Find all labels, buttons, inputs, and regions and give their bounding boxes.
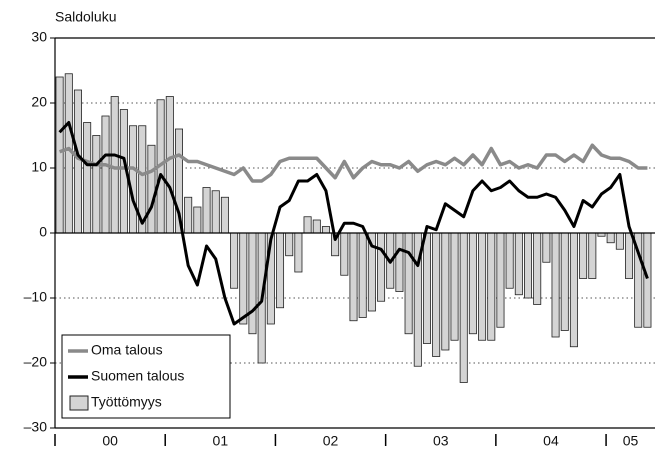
legend-swatch — [69, 395, 89, 411]
bar — [202, 187, 211, 234]
bar — [239, 232, 248, 325]
bar — [340, 232, 349, 276]
x-tick-label: 02 — [323, 433, 339, 449]
bar — [514, 232, 523, 296]
bar — [248, 232, 257, 335]
bar — [542, 232, 551, 263]
y-tick-label: 0 — [39, 224, 47, 240]
bar — [129, 125, 138, 234]
bar — [459, 232, 468, 383]
y-tick-label: 20 — [31, 94, 47, 110]
bar — [579, 232, 588, 279]
bar — [92, 135, 101, 234]
bar — [312, 219, 321, 234]
y-axis-label: Saldoluku — [55, 9, 117, 25]
x-tick-label: 05 — [623, 433, 639, 449]
y-tick-label: 10 — [31, 159, 47, 175]
bar — [569, 232, 578, 348]
bar — [468, 232, 477, 335]
bar — [450, 232, 459, 341]
bar — [560, 232, 569, 331]
line — [58, 121, 649, 326]
x-tick-label: 04 — [543, 433, 559, 449]
y-tick-label: –10 — [24, 289, 48, 305]
x-tick-label: 00 — [102, 433, 118, 449]
y-tick-label: –20 — [24, 354, 48, 370]
bar — [606, 232, 615, 244]
bar — [276, 232, 285, 309]
bar — [551, 232, 560, 338]
bar — [643, 232, 652, 328]
legend: Oma talous Suomen talous Työttömyys — [61, 334, 231, 419]
bar — [184, 196, 193, 234]
bar — [83, 122, 92, 234]
bar — [487, 232, 496, 341]
legend-box — [61, 334, 231, 419]
bar — [303, 216, 312, 234]
bar — [358, 232, 367, 318]
bar — [294, 232, 303, 273]
bar — [230, 232, 239, 289]
bar — [422, 232, 431, 344]
legend-label: Työttömyys — [91, 394, 162, 410]
bar — [395, 232, 404, 292]
bar — [55, 76, 64, 234]
legend-label: Suomen talous — [91, 368, 184, 384]
x-tick-label: 01 — [213, 433, 229, 449]
x-tick-label: 03 — [433, 433, 449, 449]
bar — [505, 232, 514, 289]
bar — [533, 232, 542, 305]
bar — [147, 144, 156, 234]
bar — [496, 232, 505, 328]
bar — [524, 232, 533, 299]
bar — [211, 190, 220, 234]
bar — [441, 232, 450, 351]
bar — [193, 206, 202, 234]
legend-label: Oma talous — [91, 342, 163, 358]
bar — [220, 196, 229, 234]
bar — [432, 232, 441, 357]
y-tick-label: –30 — [24, 419, 48, 435]
bar — [73, 89, 82, 234]
bar — [404, 232, 413, 335]
bar — [321, 226, 330, 234]
bar — [285, 232, 294, 257]
line — [59, 143, 648, 183]
bar — [625, 232, 634, 279]
bar — [615, 232, 624, 250]
y-tick-label: 30 — [31, 29, 47, 45]
bar — [110, 96, 119, 234]
bar — [588, 232, 597, 279]
bar — [478, 232, 487, 341]
bar — [101, 115, 110, 234]
bar — [377, 232, 386, 302]
bar — [349, 232, 358, 322]
bar — [165, 96, 174, 234]
